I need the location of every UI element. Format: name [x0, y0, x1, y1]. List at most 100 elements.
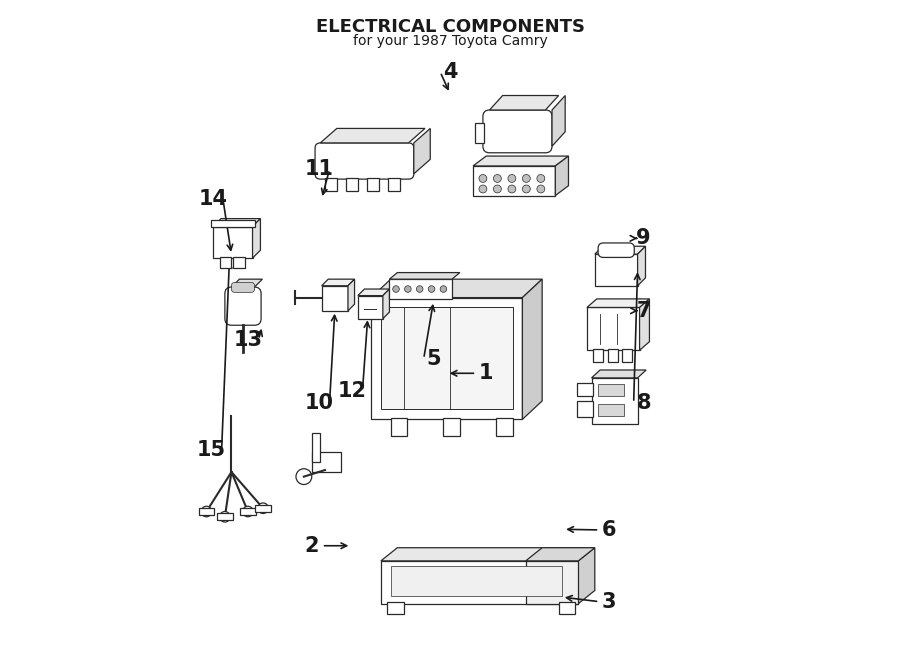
- Bar: [444, 418, 460, 436]
- Bar: [346, 178, 358, 191]
- Polygon shape: [358, 295, 382, 319]
- Bar: [367, 178, 379, 191]
- Bar: [598, 405, 625, 416]
- Polygon shape: [348, 279, 355, 311]
- Circle shape: [417, 286, 423, 292]
- FancyBboxPatch shape: [483, 110, 552, 153]
- Polygon shape: [213, 219, 260, 227]
- Bar: [608, 349, 617, 362]
- Text: 12: 12: [338, 381, 367, 401]
- Text: 6: 6: [602, 520, 616, 540]
- Circle shape: [257, 503, 268, 514]
- Circle shape: [479, 185, 487, 193]
- Polygon shape: [552, 96, 565, 146]
- Polygon shape: [358, 289, 390, 295]
- Circle shape: [405, 286, 411, 292]
- Polygon shape: [321, 279, 355, 286]
- Bar: [311, 452, 341, 472]
- Polygon shape: [595, 247, 645, 254]
- Polygon shape: [213, 227, 253, 258]
- Circle shape: [493, 185, 501, 193]
- Bar: [256, 505, 271, 512]
- Bar: [593, 349, 603, 362]
- Bar: [577, 383, 593, 397]
- Bar: [496, 418, 512, 436]
- Bar: [381, 561, 579, 603]
- Bar: [240, 508, 256, 515]
- Bar: [391, 418, 407, 436]
- Polygon shape: [321, 286, 348, 311]
- Bar: [591, 378, 637, 424]
- Circle shape: [440, 286, 446, 292]
- Text: 1: 1: [479, 364, 493, 383]
- Bar: [598, 385, 625, 397]
- Polygon shape: [587, 307, 640, 350]
- FancyBboxPatch shape: [598, 243, 634, 257]
- FancyBboxPatch shape: [225, 287, 261, 325]
- Text: 14: 14: [199, 189, 228, 209]
- Bar: [371, 297, 522, 419]
- Text: 7: 7: [636, 301, 651, 321]
- Text: 2: 2: [304, 535, 319, 556]
- Polygon shape: [522, 279, 542, 419]
- FancyBboxPatch shape: [315, 143, 414, 179]
- Circle shape: [479, 175, 487, 182]
- Polygon shape: [390, 272, 460, 279]
- Polygon shape: [555, 156, 569, 196]
- Bar: [220, 257, 231, 268]
- Bar: [391, 566, 562, 596]
- Text: 13: 13: [234, 330, 263, 350]
- Polygon shape: [595, 254, 637, 286]
- Text: 5: 5: [427, 349, 441, 369]
- Circle shape: [296, 469, 311, 485]
- Polygon shape: [637, 247, 645, 286]
- Text: for your 1987 Toyota Camry: for your 1987 Toyota Camry: [353, 34, 547, 48]
- Polygon shape: [382, 289, 390, 319]
- Bar: [388, 602, 404, 613]
- Bar: [559, 602, 575, 613]
- Bar: [390, 279, 452, 299]
- Bar: [475, 123, 483, 143]
- Polygon shape: [320, 128, 425, 143]
- Circle shape: [202, 506, 211, 517]
- Circle shape: [537, 185, 544, 193]
- Bar: [526, 561, 579, 603]
- Polygon shape: [587, 299, 650, 307]
- Polygon shape: [253, 219, 260, 258]
- Bar: [325, 178, 337, 191]
- Bar: [199, 508, 214, 515]
- Polygon shape: [640, 299, 650, 350]
- Polygon shape: [371, 279, 542, 297]
- Polygon shape: [231, 279, 263, 287]
- Bar: [577, 401, 593, 417]
- Circle shape: [508, 185, 516, 193]
- Polygon shape: [579, 548, 595, 603]
- Bar: [217, 514, 233, 520]
- Polygon shape: [414, 128, 430, 174]
- Circle shape: [537, 175, 544, 182]
- Bar: [233, 257, 245, 268]
- Text: 4: 4: [443, 62, 457, 82]
- Bar: [212, 220, 255, 227]
- Polygon shape: [381, 548, 595, 561]
- Text: 15: 15: [197, 440, 226, 460]
- Circle shape: [508, 175, 516, 182]
- Text: 8: 8: [636, 393, 651, 413]
- Polygon shape: [490, 96, 559, 110]
- Bar: [623, 349, 633, 362]
- Text: 3: 3: [602, 592, 616, 611]
- Text: 11: 11: [305, 159, 334, 179]
- Text: 10: 10: [305, 393, 334, 413]
- Text: ELECTRICAL COMPONENTS: ELECTRICAL COMPONENTS: [316, 18, 584, 36]
- Circle shape: [243, 506, 253, 517]
- Bar: [388, 178, 400, 191]
- Text: 9: 9: [636, 228, 651, 249]
- Circle shape: [392, 286, 400, 292]
- Circle shape: [493, 175, 501, 182]
- Circle shape: [522, 185, 530, 193]
- Polygon shape: [526, 548, 595, 561]
- Bar: [473, 166, 555, 196]
- Circle shape: [428, 286, 435, 292]
- Circle shape: [220, 512, 230, 522]
- Bar: [381, 307, 512, 409]
